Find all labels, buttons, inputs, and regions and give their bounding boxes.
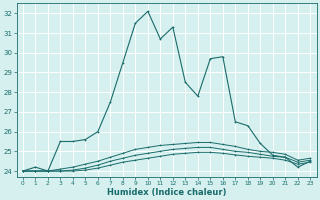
X-axis label: Humidex (Indice chaleur): Humidex (Indice chaleur): [107, 188, 226, 197]
